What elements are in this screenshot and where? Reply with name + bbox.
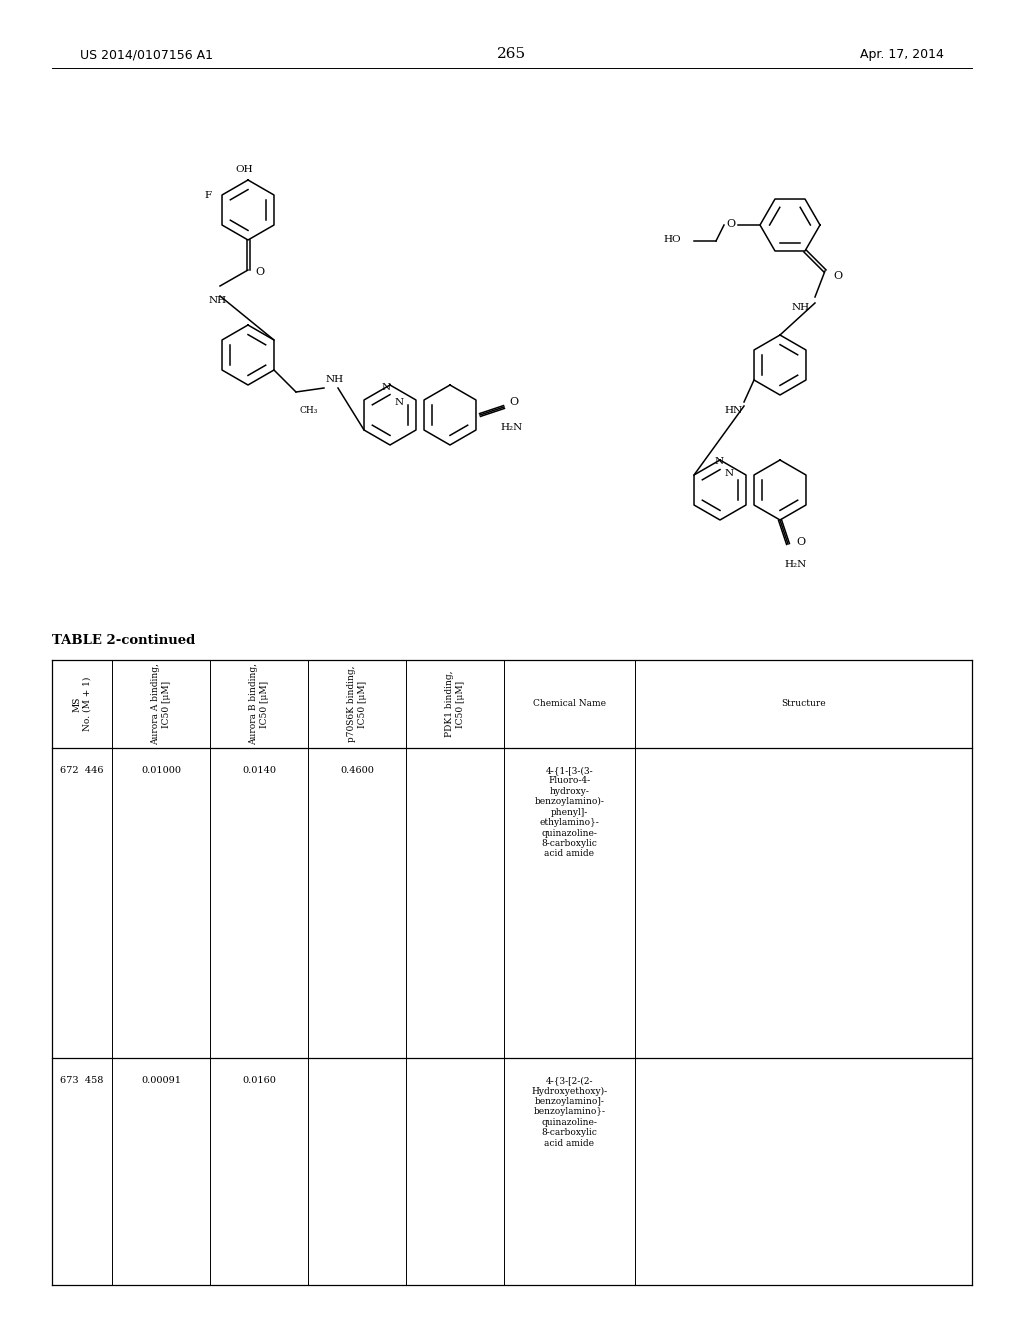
Text: HO: HO: [664, 235, 681, 243]
Text: NH: NH: [792, 304, 810, 312]
Text: Structure: Structure: [781, 700, 825, 709]
Text: CH₃: CH₃: [300, 407, 318, 414]
Text: 0.00091: 0.00091: [141, 1076, 181, 1085]
Text: O: O: [509, 397, 518, 407]
Text: MS
No. (M + 1): MS No. (M + 1): [73, 677, 92, 731]
Text: HN: HN: [724, 407, 742, 414]
Text: NH: NH: [326, 375, 344, 384]
Text: O: O: [796, 537, 805, 546]
Text: Aurora A binding,
IC50 [μM]: Aurora A binding, IC50 [μM]: [152, 663, 171, 744]
Text: F: F: [205, 190, 212, 199]
Text: O: O: [255, 267, 264, 277]
Text: 672  446: 672 446: [60, 766, 103, 775]
Text: 0.0140: 0.0140: [242, 766, 276, 775]
Text: 4-{1-[3-(3-
Fluoro-4-
hydroxy-
benzoylamino)-
phenyl]-
ethylamino}-
quinazoline-: 4-{1-[3-(3- Fluoro-4- hydroxy- benzoylam…: [535, 766, 604, 858]
Text: Chemical Name: Chemical Name: [534, 700, 606, 709]
Text: H₂N: H₂N: [500, 422, 522, 432]
Text: Apr. 17, 2014: Apr. 17, 2014: [860, 48, 944, 61]
Text: O: O: [726, 219, 735, 228]
Text: N: N: [725, 469, 734, 478]
Text: 265: 265: [498, 48, 526, 61]
Text: N: N: [382, 383, 391, 392]
Text: p70S6K binding,
IC50 [μM]: p70S6K binding, IC50 [μM]: [347, 665, 367, 742]
Text: Aurora B binding,
IC50 [μM]: Aurora B binding, IC50 [μM]: [249, 663, 268, 744]
Text: 0.01000: 0.01000: [141, 766, 181, 775]
Text: OH: OH: [236, 165, 253, 174]
Text: H₂N: H₂N: [784, 560, 806, 569]
Text: N: N: [715, 458, 724, 466]
Text: 4-{3-[2-(2-
Hydroxyethoxy)-
benzoylamino]-
benzoylamino}-
quinazoline-
8-carboxy: 4-{3-[2-(2- Hydroxyethoxy)- benzoylamino…: [531, 1076, 607, 1147]
Text: US 2014/0107156 A1: US 2014/0107156 A1: [80, 48, 213, 61]
Text: 673  458: 673 458: [60, 1076, 103, 1085]
Text: 0.4600: 0.4600: [340, 766, 374, 775]
Text: O: O: [833, 271, 842, 281]
Text: PDK1 binding,
IC50 [μM]: PDK1 binding, IC50 [μM]: [445, 671, 465, 738]
Text: TABLE 2-continued: TABLE 2-continued: [52, 634, 196, 647]
Text: N: N: [395, 399, 404, 407]
Text: NH: NH: [209, 296, 227, 305]
Text: 0.0160: 0.0160: [242, 1076, 275, 1085]
